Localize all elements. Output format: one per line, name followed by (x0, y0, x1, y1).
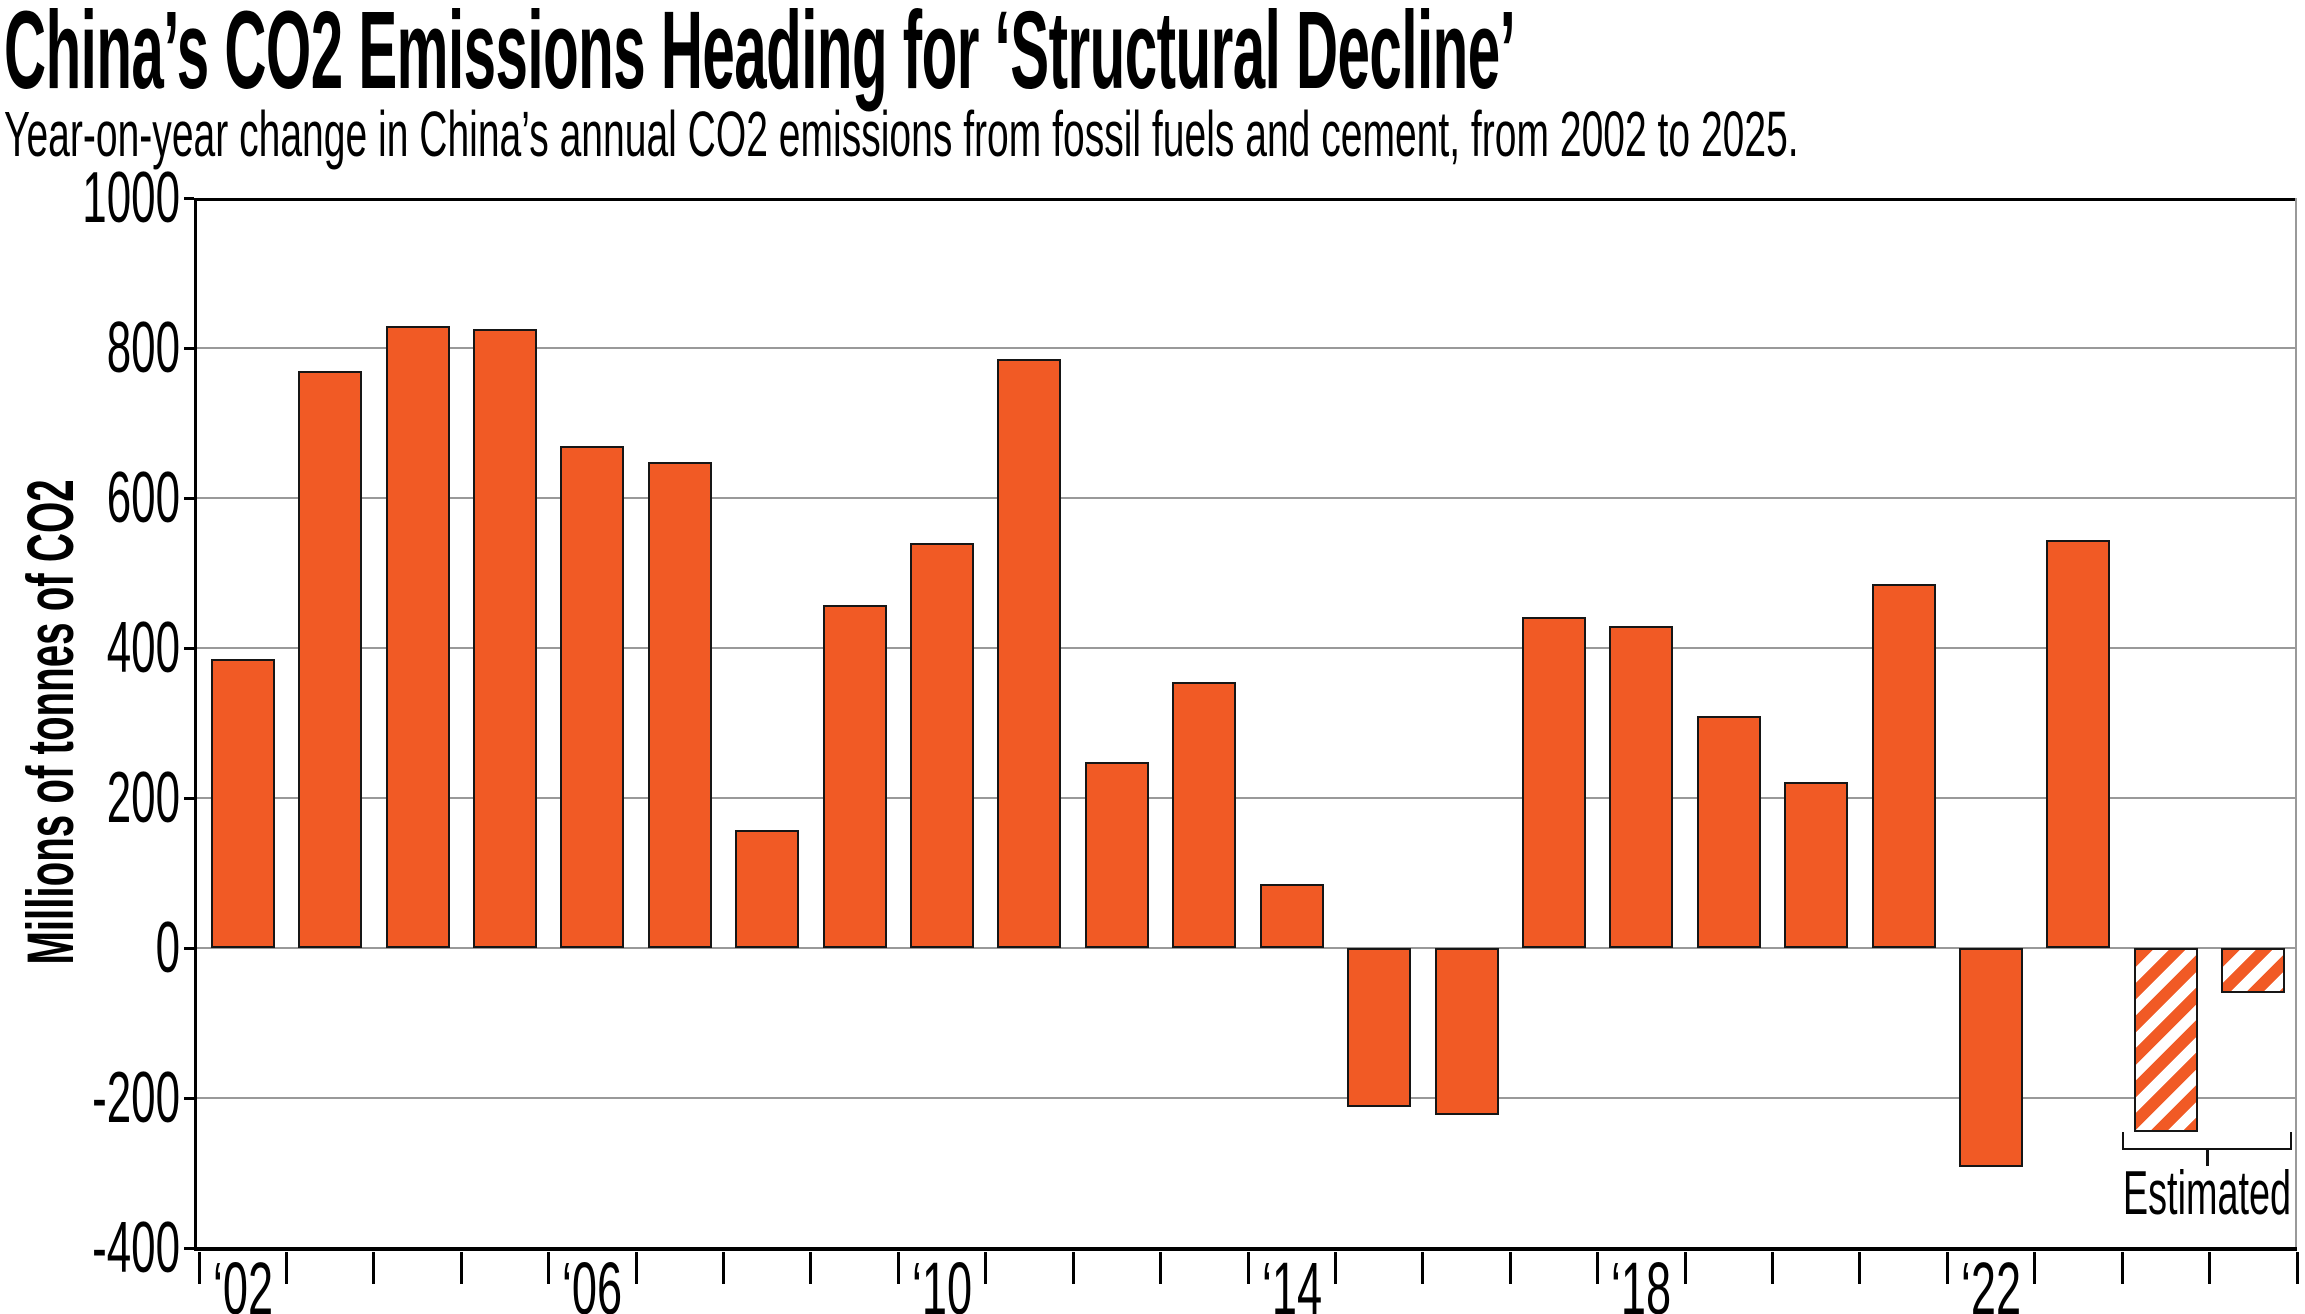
bar-2020 (1784, 781, 1849, 948)
bar-2014 (1259, 884, 1324, 948)
x-axis-tick-24 (2295, 1252, 2299, 1284)
bar-2004 (385, 325, 450, 948)
bar-2010 (910, 543, 975, 948)
bar-2025-estimated (2221, 948, 2286, 993)
x-axis-tick-0 (197, 1252, 201, 1284)
gridline-400 (194, 647, 2297, 649)
y-axis-tick--400 (184, 1247, 194, 1250)
bar-2008 (735, 829, 800, 948)
bar-2005 (472, 329, 537, 948)
x-axis-tick-3 (459, 1252, 463, 1284)
y-axis-tick-200 (184, 797, 194, 800)
bar-2018 (1609, 625, 1674, 948)
x-axis-tick-11 (1159, 1252, 1163, 1284)
y-axis-label-0: 0 (155, 908, 180, 988)
bar-2013 (1172, 681, 1237, 948)
y-axis-label-400: 400 (106, 608, 180, 688)
x-axis-tick-22 (2120, 1252, 2124, 1284)
bar-2019 (1696, 715, 1761, 948)
x-axis-tick-7 (809, 1252, 813, 1284)
x-axis-tick-4 (547, 1252, 551, 1284)
x-axis-tick-6 (722, 1252, 725, 1284)
x-axis-label-2006: ‘06 (562, 1247, 623, 1314)
plot-right-border (2295, 198, 2297, 1250)
x-axis-tick-14 (1421, 1252, 1425, 1284)
estimated-bracket (2122, 1132, 2292, 1150)
bar-2009 (822, 604, 887, 948)
y-axis-tick-1000 (184, 197, 194, 200)
bar-2007 (647, 462, 712, 948)
bar-2011 (997, 359, 1062, 948)
y-axis-tick-400 (184, 647, 194, 650)
gridline-600 (194, 497, 2297, 499)
x-axis-tick-21 (2033, 1252, 2037, 1284)
y-axis-label--200: -200 (92, 1058, 180, 1138)
plot-area (194, 198, 2297, 1251)
bar-2002 (210, 659, 275, 948)
y-axis-label-1000: 1000 (82, 158, 180, 238)
x-axis-tick-2 (372, 1252, 376, 1284)
bar-2023 (2046, 540, 2111, 948)
x-axis-label-2022: ‘22 (1960, 1247, 2022, 1314)
x-axis-label-2014: ‘14 (1261, 1247, 1322, 1314)
x-axis-tick-8 (896, 1252, 900, 1284)
chart-title: China’s CO2 Emissions Heading for ‘Struc… (4, 0, 1516, 112)
bar-2016 (1434, 948, 1499, 1115)
x-axis-tick-18 (1771, 1252, 1774, 1284)
estimated-bracket-notch (2206, 1150, 2209, 1166)
x-axis-label-2018: ‘18 (1611, 1247, 1672, 1314)
y-axis-tick-0 (184, 947, 194, 950)
x-axis-tick-5 (634, 1252, 638, 1284)
x-axis-tick-16 (1596, 1252, 1600, 1284)
gridline-0 (194, 947, 2297, 949)
bar-2017 (1521, 616, 1586, 948)
bar-2003 (298, 370, 363, 948)
y-axis-label--400: -400 (92, 1208, 180, 1288)
gridline--200 (194, 1097, 2297, 1099)
bar-2021 (1871, 583, 1936, 948)
y-axis-tick--200 (184, 1097, 194, 1100)
bar-2022 (1959, 948, 2024, 1167)
plot-top-border (194, 198, 2297, 201)
x-axis-line (194, 1247, 2297, 1251)
x-axis-tick-17 (1683, 1252, 1687, 1284)
x-axis-tick-9 (984, 1252, 988, 1284)
bar-2024-estimated (2133, 948, 2198, 1132)
y-axis-line (194, 198, 197, 1250)
y-axis-tick-600 (184, 497, 194, 500)
y-axis-title: Millions of tonnes of CO2 (13, 479, 87, 965)
bar-2006 (560, 445, 625, 948)
chart-subtitle: Year-on-year change in China’s annual CO… (4, 98, 1799, 170)
gridline-800 (194, 347, 2297, 349)
gridline-200 (194, 797, 2297, 799)
estimated-label: Estimated (2122, 1159, 2292, 1228)
x-axis-tick-10 (1071, 1252, 1075, 1284)
x-axis-tick-23 (2208, 1252, 2212, 1284)
y-axis-label-800: 800 (106, 308, 180, 388)
y-axis-label-600: 600 (106, 458, 180, 538)
x-axis-label-2010: ‘10 (911, 1247, 973, 1314)
y-axis-tick-800 (184, 347, 194, 350)
x-axis-tick-20 (1945, 1252, 1949, 1284)
x-axis-tick-12 (1246, 1252, 1250, 1284)
x-axis-tick-15 (1508, 1252, 1512, 1284)
x-axis-label-2002: ‘02 (212, 1247, 273, 1314)
x-axis-tick-1 (284, 1252, 288, 1284)
x-axis-tick-19 (1858, 1252, 1862, 1284)
y-axis-label-200: 200 (106, 758, 180, 838)
bar-2012 (1084, 762, 1149, 948)
bar-2015 (1347, 948, 1412, 1107)
x-axis-tick-13 (1333, 1252, 1337, 1284)
